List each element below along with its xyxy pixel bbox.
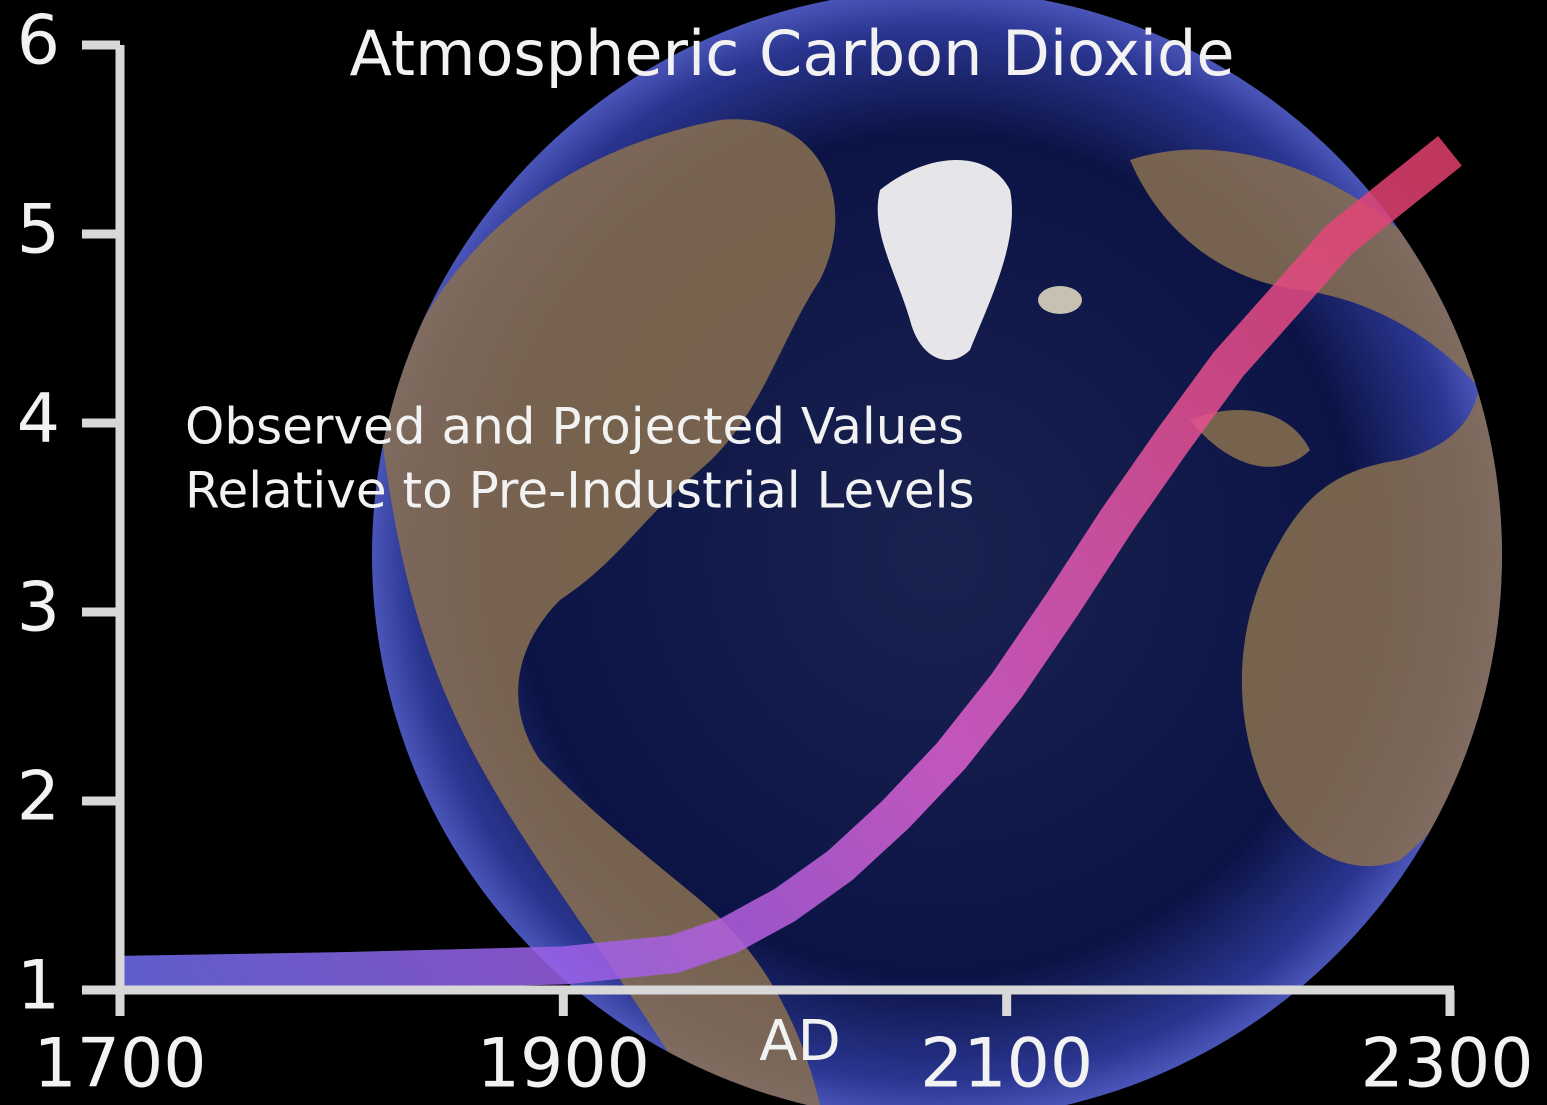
globe-background <box>372 0 1502 1105</box>
annotation: Relative to Pre-Industrial Levels <box>185 462 975 520</box>
annotation: Observed and Projected Values <box>185 398 964 456</box>
x-tick-label: 2100 <box>920 1025 1093 1104</box>
y-tick-label: 3 <box>17 569 60 648</box>
y-tick-label: 4 <box>17 380 60 459</box>
y-tick-label: 1 <box>17 947 60 1026</box>
x-tick-label: 1700 <box>33 1025 206 1104</box>
y-tick-label: 2 <box>17 758 60 837</box>
data-line <box>119 136 1462 994</box>
x-tick-label: 1900 <box>477 1025 650 1104</box>
y-tick-label: 5 <box>17 191 60 270</box>
x-axis-label: AD <box>759 1009 840 1074</box>
x-tick-label: 2300 <box>1360 1025 1533 1104</box>
chart-title: Atmospheric Carbon Dioxide <box>349 17 1234 90</box>
y-tick-label: 6 <box>17 2 60 81</box>
